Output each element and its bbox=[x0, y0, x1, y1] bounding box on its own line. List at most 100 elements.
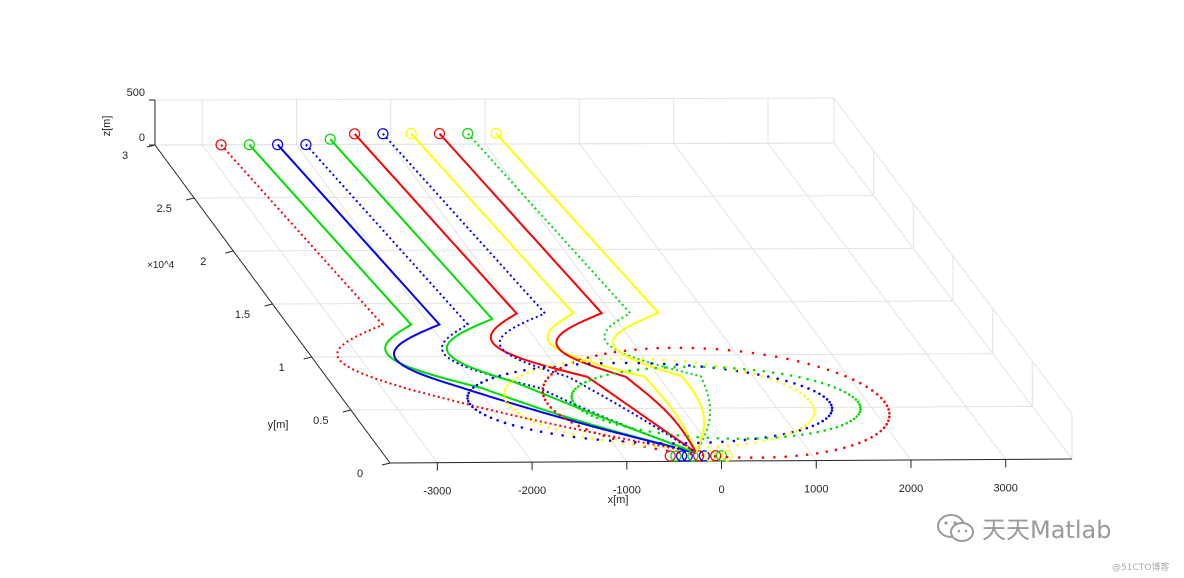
loiter-orbit-dot bbox=[546, 402, 549, 405]
loiter-orbit-dot bbox=[716, 445, 720, 448]
loiter-orbit-dot bbox=[584, 437, 588, 440]
loiter-orbit-dot bbox=[563, 430, 566, 434]
loiter-orbit-dot bbox=[554, 369, 557, 373]
loiter-orbit-dot bbox=[571, 433, 575, 436]
y-grid-line bbox=[272, 300, 954, 305]
loiter-orbit-dot bbox=[576, 385, 580, 388]
loiter-orbit-dot bbox=[676, 434, 680, 437]
loiter-orbit-dot bbox=[595, 416, 599, 420]
loiter-orbit-dot bbox=[549, 406, 553, 409]
loiter-orbit-dot bbox=[806, 397, 810, 401]
loiter-orbit-dot bbox=[593, 431, 597, 434]
loiter-orbit-dot bbox=[784, 455, 788, 458]
loiter-orbit-dot bbox=[577, 424, 581, 428]
loiter-orbit-dot bbox=[875, 392, 879, 396]
loiter-orbit-dot bbox=[504, 387, 507, 390]
loiter-orbit-dot bbox=[608, 439, 612, 443]
loiter-orbit-dot bbox=[807, 387, 810, 390]
wechat-icon bbox=[937, 513, 974, 542]
y-tick-label: 2.5 bbox=[157, 203, 172, 215]
loiter-orbit-dot bbox=[828, 400, 831, 404]
loiter-orbit-dot bbox=[581, 409, 585, 413]
loiter-orbit-dot bbox=[716, 436, 720, 440]
trajectory-start-marker bbox=[462, 127, 474, 140]
loiter-orbit-dot bbox=[570, 421, 574, 424]
loiter-orbit-dot bbox=[615, 423, 619, 426]
x-tick-label: 0 bbox=[718, 484, 724, 496]
loiter-orbit-dot bbox=[796, 360, 800, 363]
loiter-orbit-dot bbox=[766, 375, 770, 378]
loiter-orbit-dot bbox=[662, 358, 666, 362]
trajectory-start-marker bbox=[349, 128, 361, 140]
loiter-orbit-dot bbox=[606, 373, 609, 377]
y-tick-label: 1.5 bbox=[235, 309, 250, 321]
loiter-orbit-dot bbox=[803, 394, 806, 398]
loiter-orbit-dot bbox=[834, 448, 838, 452]
loiter-orbit-dot bbox=[561, 434, 564, 437]
loiter-orbit-dot bbox=[811, 416, 815, 419]
loiter-orbit-dot bbox=[504, 399, 508, 403]
loiter-orbit-dot bbox=[684, 441, 688, 445]
loiter-orbit-dot bbox=[805, 426, 809, 430]
loiter-orbit-dot bbox=[550, 432, 553, 435]
loiter-orbit-dot bbox=[845, 421, 848, 425]
loiter-orbit-dot bbox=[539, 423, 543, 426]
loiter-orbit-dot bbox=[564, 363, 568, 367]
loiter-orbit-dot bbox=[700, 365, 703, 368]
trajectory-end-marker bbox=[698, 450, 710, 462]
loiter-orbit-dot bbox=[553, 409, 557, 413]
y-tick-label: 0 bbox=[357, 468, 363, 480]
loiter-orbit-dot bbox=[466, 394, 469, 397]
loiter-orbit-dot bbox=[646, 441, 650, 445]
loiter-orbit-dot bbox=[662, 362, 666, 366]
loiter-orbit-dot bbox=[824, 417, 828, 420]
loiter-orbit-dot bbox=[503, 396, 506, 399]
loiter-orbit-dot bbox=[882, 426, 886, 429]
loiter-orbit-dot bbox=[789, 431, 793, 435]
loiter-orbit-dot bbox=[491, 376, 495, 380]
loiter-orbit-dot bbox=[857, 412, 860, 416]
loiter-orbit-dot bbox=[521, 414, 525, 418]
trajectory-start-marker bbox=[405, 128, 417, 140]
loiter-orbit-dot bbox=[739, 350, 743, 353]
loiter-orbit-dot bbox=[856, 400, 860, 404]
loiter-orbit-dot bbox=[888, 415, 891, 419]
loiter-orbit-dot bbox=[829, 427, 833, 431]
z-axis-label: z[m] bbox=[101, 116, 113, 137]
loiter-orbit-dot bbox=[496, 419, 499, 422]
loiter-orbit-dot bbox=[542, 383, 546, 387]
loiter-orbit-dot bbox=[806, 377, 809, 381]
loiter-orbit-dot bbox=[835, 371, 839, 375]
loiter-orbit-dot bbox=[727, 348, 731, 352]
loiter-orbit-dot bbox=[506, 384, 509, 387]
loiter-orbit-dot bbox=[508, 381, 512, 385]
loiter-orbit-dot bbox=[786, 357, 789, 361]
y-axis-label: y[m] bbox=[268, 419, 289, 431]
loiter-orbit-dot bbox=[768, 377, 772, 381]
loiter-orbit-dot bbox=[682, 365, 686, 369]
loiter-orbit-dot bbox=[811, 424, 815, 428]
loiter-orbit-dot bbox=[885, 404, 889, 407]
trajectory-line bbox=[276, 143, 697, 454]
loiter-orbit-dot bbox=[545, 365, 549, 368]
loiter-orbit-dot bbox=[761, 456, 765, 459]
loiter-orbit-dot bbox=[780, 372, 784, 376]
loiter-orbit-dot bbox=[650, 362, 653, 365]
loiter-orbit-dot bbox=[813, 379, 817, 383]
loiter-orbit-dot bbox=[679, 346, 683, 350]
trajectory-series bbox=[215, 127, 891, 462]
loiter-orbit-dot bbox=[667, 346, 671, 350]
loiter-orbit-dot bbox=[539, 430, 543, 434]
loiter-orbit-dot bbox=[624, 361, 628, 365]
y-tick-mark bbox=[381, 462, 391, 466]
loiter-orbit-dot bbox=[879, 396, 883, 400]
loiter-orbit-dot bbox=[875, 432, 878, 436]
loiter-orbit-dot bbox=[691, 346, 695, 350]
loiter-orbit-dot bbox=[794, 388, 797, 392]
x-axis-line bbox=[389, 458, 1073, 464]
loiter-orbit-dot bbox=[485, 378, 489, 382]
loiter-orbit-dot bbox=[659, 441, 663, 445]
trajectory-end-marker bbox=[721, 450, 733, 462]
loiter-orbit-dot bbox=[721, 440, 724, 444]
loiter-orbit-dot bbox=[630, 357, 633, 360]
